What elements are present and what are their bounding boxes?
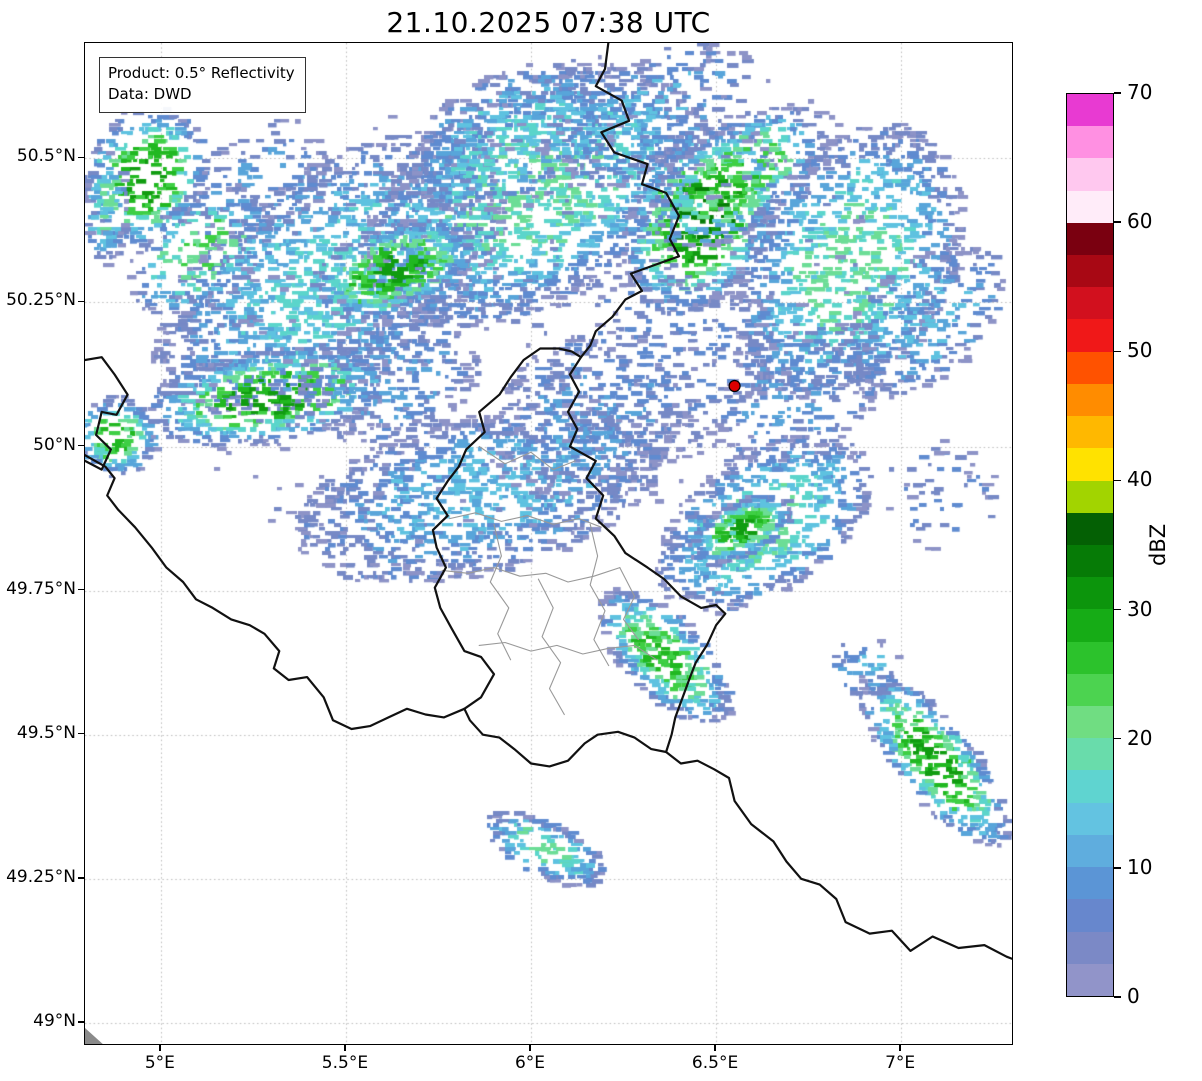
colorbar-segment	[1067, 480, 1113, 513]
y-tick-label: 49.25°N	[6, 866, 76, 887]
admin-border-line	[478, 445, 576, 471]
colorbar-segment	[1067, 287, 1113, 320]
y-tick-mark	[78, 588, 84, 591]
colorbar-segment	[1067, 641, 1113, 674]
colorbar-unit-label: dBZ	[1146, 523, 1170, 567]
colorbar-segment	[1067, 834, 1113, 868]
y-tick-mark	[78, 877, 84, 879]
colorbar-segment	[1067, 867, 1113, 900]
colorbar	[1066, 93, 1114, 997]
country-border-line	[579, 43, 681, 359]
admin-border-line	[537, 578, 565, 716]
x-tick-label: 6°E	[514, 1053, 546, 1073]
colorbar-segment	[1067, 609, 1113, 642]
colorbar-segment	[1067, 512, 1113, 545]
admin-border-line	[589, 523, 610, 667]
colorbar-segment	[1067, 899, 1113, 932]
product-name-text: Product: 0.5° Reflectivity	[108, 64, 295, 82]
y-tick-mark	[78, 1021, 84, 1023]
admin-border-line	[489, 523, 512, 661]
colorbar-tick-mark	[1114, 92, 1121, 94]
colorbar-segment	[1067, 706, 1113, 739]
colorbar-tick-label: 0	[1127, 984, 1140, 1008]
y-tick-mark	[78, 300, 84, 303]
colorbar-tick-mark	[1114, 608, 1121, 611]
colorbar-segment	[1067, 416, 1113, 449]
admin-border-line	[449, 512, 602, 528]
y-tick-label: 50.5°N	[16, 146, 76, 167]
map-corner-artifact	[85, 1028, 103, 1044]
colorbar-tick-mark	[1114, 350, 1121, 353]
colorbar-segment	[1067, 158, 1113, 191]
colorbar-segment	[1067, 448, 1113, 481]
colorbar-gradient	[1067, 93, 1113, 996]
colorbar-tick-label: 20	[1127, 725, 1153, 750]
colorbar-tick-mark	[1114, 867, 1121, 869]
map-overlay-svg	[85, 43, 1012, 1044]
x-tick-mark	[344, 1045, 346, 1051]
x-tick-mark	[529, 1045, 531, 1051]
admin-border-line	[478, 641, 658, 661]
data-source-text: Data: DWD	[108, 85, 192, 104]
y-tick-mark	[78, 156, 84, 159]
x-tick-label: 5.5°E	[321, 1053, 369, 1073]
colorbar-tick-mark	[1114, 996, 1121, 998]
colorbar-tick-label: 50	[1127, 338, 1153, 363]
colorbar-segment	[1067, 770, 1113, 803]
colorbar-tick-label: 70	[1127, 80, 1153, 104]
country-border-line	[463, 707, 668, 768]
colorbar-tick-label: 10	[1127, 854, 1153, 879]
colorbar-segment	[1067, 351, 1113, 384]
colorbar-segment	[1067, 383, 1113, 417]
admin-border-line	[441, 567, 621, 583]
product-info-box: Product: 0.5° Reflectivity Data: DWD	[99, 57, 306, 113]
x-tick-label: 7°E	[885, 1053, 916, 1073]
colorbar-segment	[1067, 738, 1113, 771]
y-tick-mark	[78, 444, 84, 447]
country-border-line	[85, 356, 129, 471]
colorbar-tick-mark	[1114, 479, 1121, 482]
y-tick-mark	[78, 732, 84, 735]
colorbar-segment	[1067, 190, 1113, 223]
colorbar-segment	[1067, 93, 1113, 127]
colorbar-segment	[1067, 673, 1113, 707]
colorbar-segment	[1067, 319, 1113, 352]
country-border-line	[566, 356, 727, 754]
map-panel: Product: 0.5° Reflectivity Data: DWD	[84, 42, 1013, 1045]
y-tick-label: 50°N	[33, 434, 76, 455]
colorbar-segment	[1067, 931, 1113, 964]
colorbar-tick-mark	[1114, 737, 1121, 740]
y-tick-label: 49.75°N	[6, 578, 76, 599]
y-tick-label: 49°N	[33, 1010, 76, 1031]
country-border-line	[85, 454, 466, 731]
colorbar-segment	[1067, 126, 1113, 159]
colorbar-tick-label: 30	[1127, 596, 1153, 621]
x-tick-mark	[159, 1045, 161, 1051]
colorbar-segment	[1067, 254, 1113, 288]
colorbar-segment	[1067, 222, 1113, 255]
x-tick-label: 5°E	[144, 1053, 175, 1073]
colorbar-tick-mark	[1114, 221, 1121, 223]
x-tick-mark	[714, 1045, 716, 1051]
colorbar-segment	[1067, 544, 1113, 578]
country-border-line	[431, 347, 583, 710]
x-tick-label: 6.5°E	[691, 1053, 739, 1073]
country-border-line	[664, 750, 1012, 960]
colorbar-segment	[1067, 802, 1113, 835]
colorbar-segment	[1067, 577, 1113, 610]
colorbar-tick-label: 40	[1127, 467, 1153, 492]
admin-border-line	[619, 567, 639, 641]
y-tick-label: 50.25°N	[6, 290, 76, 311]
colorbar-segment	[1067, 963, 1113, 996]
colorbar-tick-label: 60	[1127, 209, 1153, 234]
radar-site-marker	[728, 379, 741, 393]
figure-title: 21.10.2025 07:38 UTC	[386, 6, 711, 39]
y-tick-label: 49.5°N	[16, 722, 76, 743]
radar-echo-canvas	[85, 43, 1012, 1044]
x-tick-mark	[899, 1045, 901, 1051]
